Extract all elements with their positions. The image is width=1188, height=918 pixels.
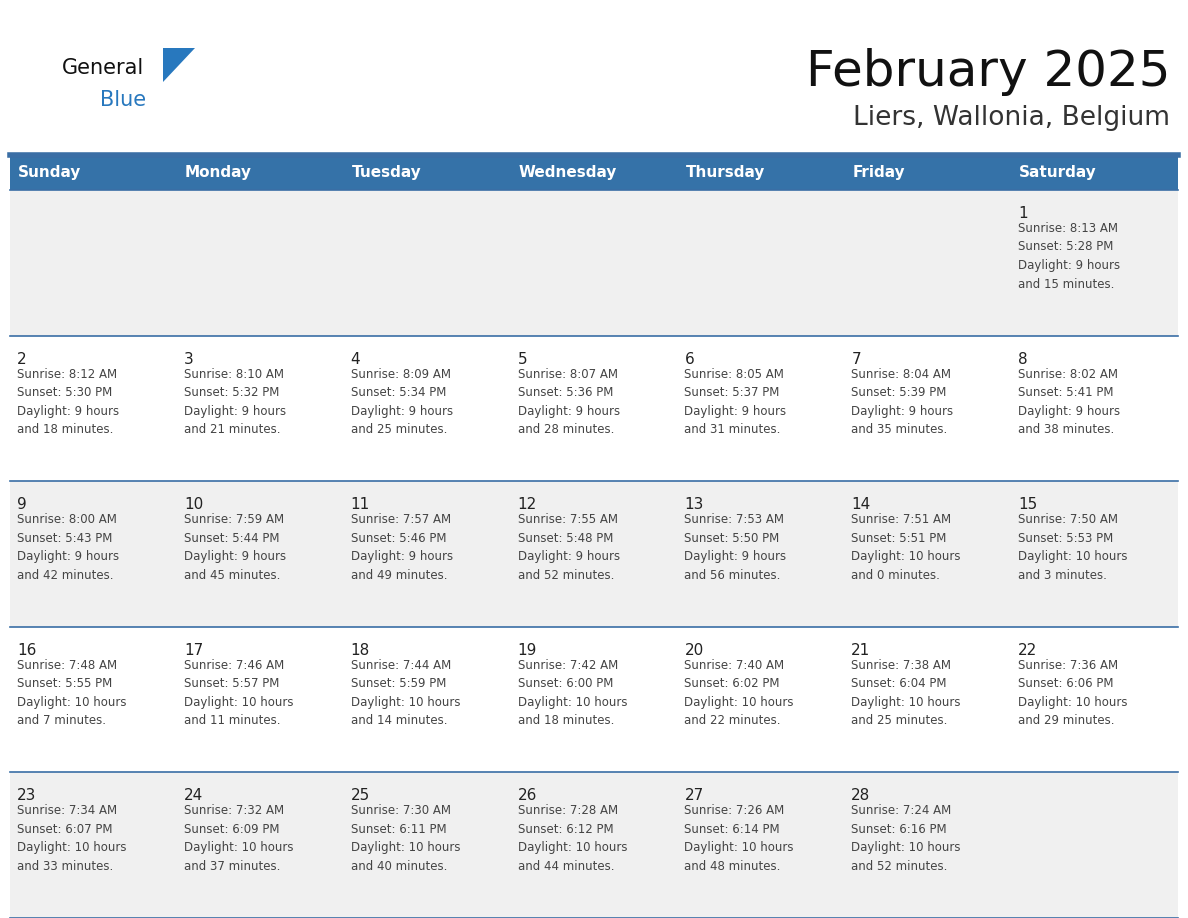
Text: Sunrise: 7:30 AM
Sunset: 6:11 PM
Daylight: 10 hours
and 40 minutes.: Sunrise: 7:30 AM Sunset: 6:11 PM Dayligh…: [350, 804, 460, 873]
Bar: [10, 627, 1178, 772]
Text: Sunrise: 7:46 AM
Sunset: 5:57 PM
Daylight: 10 hours
and 11 minutes.: Sunrise: 7:46 AM Sunset: 5:57 PM Dayligh…: [184, 659, 293, 727]
Bar: [511, 155, 677, 190]
Text: 8: 8: [1018, 352, 1028, 366]
Text: Monday: Monday: [185, 165, 252, 180]
Text: 21: 21: [852, 643, 871, 658]
Text: 26: 26: [518, 789, 537, 803]
Text: Sunrise: 8:09 AM
Sunset: 5:34 PM
Daylight: 9 hours
and 25 minutes.: Sunrise: 8:09 AM Sunset: 5:34 PM Dayligh…: [350, 367, 453, 436]
Text: 7: 7: [852, 352, 861, 366]
Text: 11: 11: [350, 498, 369, 512]
Text: 20: 20: [684, 643, 703, 658]
Text: Sunrise: 8:04 AM
Sunset: 5:39 PM
Daylight: 9 hours
and 35 minutes.: Sunrise: 8:04 AM Sunset: 5:39 PM Dayligh…: [852, 367, 954, 436]
Text: 4: 4: [350, 352, 360, 366]
Text: Thursday: Thursday: [685, 165, 765, 180]
Text: Friday: Friday: [852, 165, 905, 180]
Text: 22: 22: [1018, 643, 1037, 658]
Polygon shape: [163, 48, 195, 82]
Text: Sunrise: 7:36 AM
Sunset: 6:06 PM
Daylight: 10 hours
and 29 minutes.: Sunrise: 7:36 AM Sunset: 6:06 PM Dayligh…: [1018, 659, 1127, 727]
Text: Sunrise: 7:44 AM
Sunset: 5:59 PM
Daylight: 10 hours
and 14 minutes.: Sunrise: 7:44 AM Sunset: 5:59 PM Dayligh…: [350, 659, 460, 727]
Bar: [10, 155, 177, 190]
Text: Sunrise: 8:07 AM
Sunset: 5:36 PM
Daylight: 9 hours
and 28 minutes.: Sunrise: 8:07 AM Sunset: 5:36 PM Dayligh…: [518, 367, 620, 436]
Text: Sunrise: 7:55 AM
Sunset: 5:48 PM
Daylight: 9 hours
and 52 minutes.: Sunrise: 7:55 AM Sunset: 5:48 PM Dayligh…: [518, 513, 620, 582]
Text: Sunrise: 7:59 AM
Sunset: 5:44 PM
Daylight: 9 hours
and 45 minutes.: Sunrise: 7:59 AM Sunset: 5:44 PM Dayligh…: [184, 513, 286, 582]
Text: 12: 12: [518, 498, 537, 512]
Text: Sunrise: 7:42 AM
Sunset: 6:00 PM
Daylight: 10 hours
and 18 minutes.: Sunrise: 7:42 AM Sunset: 6:00 PM Dayligh…: [518, 659, 627, 727]
Text: 18: 18: [350, 643, 369, 658]
Text: Sunrise: 7:40 AM
Sunset: 6:02 PM
Daylight: 10 hours
and 22 minutes.: Sunrise: 7:40 AM Sunset: 6:02 PM Dayligh…: [684, 659, 794, 727]
Text: 15: 15: [1018, 498, 1037, 512]
Text: 16: 16: [17, 643, 37, 658]
Text: Sunrise: 8:12 AM
Sunset: 5:30 PM
Daylight: 9 hours
and 18 minutes.: Sunrise: 8:12 AM Sunset: 5:30 PM Dayligh…: [17, 367, 119, 436]
Text: 24: 24: [184, 789, 203, 803]
Text: 28: 28: [852, 789, 871, 803]
Text: 23: 23: [17, 789, 37, 803]
Text: Sunrise: 7:51 AM
Sunset: 5:51 PM
Daylight: 10 hours
and 0 minutes.: Sunrise: 7:51 AM Sunset: 5:51 PM Dayligh…: [852, 513, 961, 582]
Bar: [1011, 155, 1178, 190]
Text: 5: 5: [518, 352, 527, 366]
Text: Sunrise: 8:00 AM
Sunset: 5:43 PM
Daylight: 9 hours
and 42 minutes.: Sunrise: 8:00 AM Sunset: 5:43 PM Dayligh…: [17, 513, 119, 582]
Text: 27: 27: [684, 789, 703, 803]
Text: Sunrise: 7:28 AM
Sunset: 6:12 PM
Daylight: 10 hours
and 44 minutes.: Sunrise: 7:28 AM Sunset: 6:12 PM Dayligh…: [518, 804, 627, 873]
Text: Sunrise: 7:24 AM
Sunset: 6:16 PM
Daylight: 10 hours
and 52 minutes.: Sunrise: 7:24 AM Sunset: 6:16 PM Dayligh…: [852, 804, 961, 873]
Text: Sunrise: 8:10 AM
Sunset: 5:32 PM
Daylight: 9 hours
and 21 minutes.: Sunrise: 8:10 AM Sunset: 5:32 PM Dayligh…: [184, 367, 286, 436]
Text: Liers, Wallonia, Belgium: Liers, Wallonia, Belgium: [853, 105, 1170, 131]
Text: 9: 9: [17, 498, 27, 512]
Bar: [343, 155, 511, 190]
Text: Sunrise: 7:57 AM
Sunset: 5:46 PM
Daylight: 9 hours
and 49 minutes.: Sunrise: 7:57 AM Sunset: 5:46 PM Dayligh…: [350, 513, 453, 582]
Text: 3: 3: [184, 352, 194, 366]
Bar: [845, 155, 1011, 190]
Text: 19: 19: [518, 643, 537, 658]
Text: Wednesday: Wednesday: [519, 165, 617, 180]
Bar: [10, 336, 1178, 481]
Text: Tuesday: Tuesday: [352, 165, 422, 180]
Text: Sunrise: 7:34 AM
Sunset: 6:07 PM
Daylight: 10 hours
and 33 minutes.: Sunrise: 7:34 AM Sunset: 6:07 PM Dayligh…: [17, 804, 126, 873]
Text: Blue: Blue: [100, 90, 146, 110]
Text: Sunrise: 7:48 AM
Sunset: 5:55 PM
Daylight: 10 hours
and 7 minutes.: Sunrise: 7:48 AM Sunset: 5:55 PM Dayligh…: [17, 659, 126, 727]
Bar: [10, 772, 1178, 918]
Text: Sunrise: 7:38 AM
Sunset: 6:04 PM
Daylight: 10 hours
and 25 minutes.: Sunrise: 7:38 AM Sunset: 6:04 PM Dayligh…: [852, 659, 961, 727]
Text: 1: 1: [1018, 206, 1028, 221]
Text: Sunrise: 7:26 AM
Sunset: 6:14 PM
Daylight: 10 hours
and 48 minutes.: Sunrise: 7:26 AM Sunset: 6:14 PM Dayligh…: [684, 804, 794, 873]
Bar: [10, 481, 1178, 627]
Text: 14: 14: [852, 498, 871, 512]
Bar: [10, 190, 1178, 336]
Text: Sunrise: 7:50 AM
Sunset: 5:53 PM
Daylight: 10 hours
and 3 minutes.: Sunrise: 7:50 AM Sunset: 5:53 PM Dayligh…: [1018, 513, 1127, 582]
Text: 13: 13: [684, 498, 703, 512]
Text: Saturday: Saturday: [1019, 165, 1097, 180]
Text: Sunday: Sunday: [18, 165, 81, 180]
Text: 17: 17: [184, 643, 203, 658]
Text: 6: 6: [684, 352, 694, 366]
Text: Sunrise: 8:13 AM
Sunset: 5:28 PM
Daylight: 9 hours
and 15 minutes.: Sunrise: 8:13 AM Sunset: 5:28 PM Dayligh…: [1018, 222, 1120, 290]
Text: 25: 25: [350, 789, 369, 803]
Bar: [177, 155, 343, 190]
Text: Sunrise: 8:05 AM
Sunset: 5:37 PM
Daylight: 9 hours
and 31 minutes.: Sunrise: 8:05 AM Sunset: 5:37 PM Dayligh…: [684, 367, 786, 436]
Text: 2: 2: [17, 352, 26, 366]
Text: General: General: [62, 58, 144, 78]
Text: Sunrise: 7:53 AM
Sunset: 5:50 PM
Daylight: 9 hours
and 56 minutes.: Sunrise: 7:53 AM Sunset: 5:50 PM Dayligh…: [684, 513, 786, 582]
Text: 10: 10: [184, 498, 203, 512]
Text: Sunrise: 8:02 AM
Sunset: 5:41 PM
Daylight: 9 hours
and 38 minutes.: Sunrise: 8:02 AM Sunset: 5:41 PM Dayligh…: [1018, 367, 1120, 436]
Text: February 2025: February 2025: [805, 48, 1170, 96]
Text: Sunrise: 7:32 AM
Sunset: 6:09 PM
Daylight: 10 hours
and 37 minutes.: Sunrise: 7:32 AM Sunset: 6:09 PM Dayligh…: [184, 804, 293, 873]
Bar: [677, 155, 845, 190]
